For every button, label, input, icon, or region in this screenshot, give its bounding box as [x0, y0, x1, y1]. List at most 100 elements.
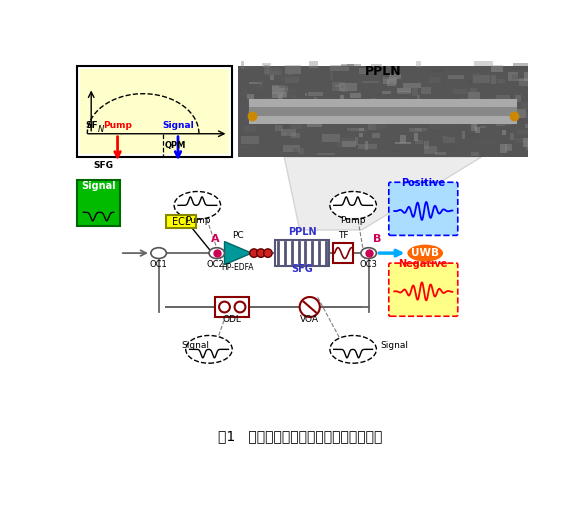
- Bar: [443, 137, 456, 143]
- Bar: [491, 65, 503, 72]
- Text: UWB: UWB: [411, 248, 439, 258]
- Text: ODL: ODL: [223, 316, 242, 324]
- Bar: [215, 297, 249, 317]
- Ellipse shape: [330, 191, 376, 219]
- Bar: [249, 74, 264, 79]
- Text: Pump: Pump: [103, 121, 132, 130]
- Bar: [283, 145, 300, 152]
- Bar: [245, 114, 261, 123]
- Bar: [424, 145, 437, 155]
- Bar: [466, 133, 477, 139]
- Bar: [345, 94, 357, 99]
- Bar: [474, 60, 493, 66]
- Bar: [400, 134, 406, 143]
- Bar: [272, 85, 285, 93]
- Text: Positive: Positive: [401, 178, 445, 188]
- Bar: [303, 113, 308, 116]
- Bar: [262, 97, 268, 102]
- Bar: [291, 124, 302, 129]
- Bar: [289, 95, 296, 97]
- Circle shape: [264, 249, 272, 258]
- Bar: [515, 95, 521, 102]
- Bar: [525, 124, 542, 128]
- Bar: [458, 98, 469, 103]
- Bar: [265, 69, 282, 75]
- Bar: [308, 92, 323, 96]
- Polygon shape: [284, 157, 482, 230]
- Bar: [445, 70, 456, 76]
- Bar: [442, 136, 447, 137]
- Bar: [471, 152, 479, 157]
- Bar: [452, 67, 470, 72]
- Bar: [264, 65, 269, 74]
- Bar: [400, 66, 414, 72]
- Bar: [342, 141, 356, 146]
- Bar: [166, 215, 196, 228]
- Text: Signal: Signal: [182, 341, 210, 350]
- Bar: [346, 128, 359, 132]
- Bar: [349, 107, 352, 110]
- Bar: [453, 89, 467, 93]
- Bar: [298, 148, 303, 155]
- Bar: [355, 137, 357, 144]
- Bar: [330, 72, 333, 80]
- Bar: [248, 99, 259, 102]
- Bar: [257, 80, 263, 89]
- Text: SF: SF: [85, 121, 97, 130]
- Ellipse shape: [174, 191, 221, 219]
- Bar: [339, 82, 357, 91]
- Bar: [409, 128, 422, 132]
- Bar: [430, 77, 441, 83]
- Bar: [524, 72, 528, 81]
- Bar: [275, 125, 284, 131]
- Bar: [439, 104, 446, 108]
- Ellipse shape: [361, 248, 376, 259]
- Bar: [491, 75, 497, 84]
- Bar: [282, 131, 287, 134]
- Polygon shape: [224, 241, 252, 265]
- Bar: [488, 98, 497, 100]
- Bar: [322, 134, 340, 142]
- Bar: [376, 93, 381, 96]
- Bar: [283, 90, 296, 92]
- Bar: [332, 106, 346, 110]
- Bar: [397, 91, 410, 94]
- Bar: [272, 92, 287, 98]
- Bar: [318, 98, 330, 107]
- Bar: [268, 67, 279, 75]
- Bar: [306, 121, 322, 127]
- Bar: [244, 66, 260, 69]
- Bar: [309, 60, 318, 69]
- Bar: [370, 97, 377, 100]
- Bar: [287, 129, 292, 131]
- Bar: [397, 113, 415, 117]
- Circle shape: [257, 249, 265, 258]
- Bar: [323, 118, 340, 122]
- Ellipse shape: [407, 244, 443, 262]
- Bar: [387, 79, 396, 86]
- Bar: [527, 141, 538, 150]
- Bar: [365, 141, 368, 149]
- Bar: [330, 65, 349, 71]
- Bar: [416, 140, 423, 144]
- Bar: [514, 138, 532, 143]
- Bar: [429, 101, 433, 105]
- Text: Pump: Pump: [185, 216, 210, 225]
- Bar: [416, 62, 421, 67]
- Bar: [341, 86, 349, 91]
- Bar: [498, 113, 501, 122]
- Text: PC: PC: [232, 231, 244, 240]
- Bar: [381, 108, 391, 110]
- Text: SFG: SFG: [291, 264, 313, 274]
- Bar: [365, 123, 383, 130]
- Bar: [346, 128, 364, 131]
- Bar: [499, 114, 511, 122]
- Bar: [468, 92, 480, 100]
- Bar: [525, 112, 534, 119]
- Bar: [252, 102, 264, 109]
- Text: OC3: OC3: [360, 260, 377, 269]
- Bar: [492, 116, 509, 121]
- Bar: [278, 75, 297, 81]
- Bar: [380, 109, 386, 114]
- Bar: [310, 116, 325, 120]
